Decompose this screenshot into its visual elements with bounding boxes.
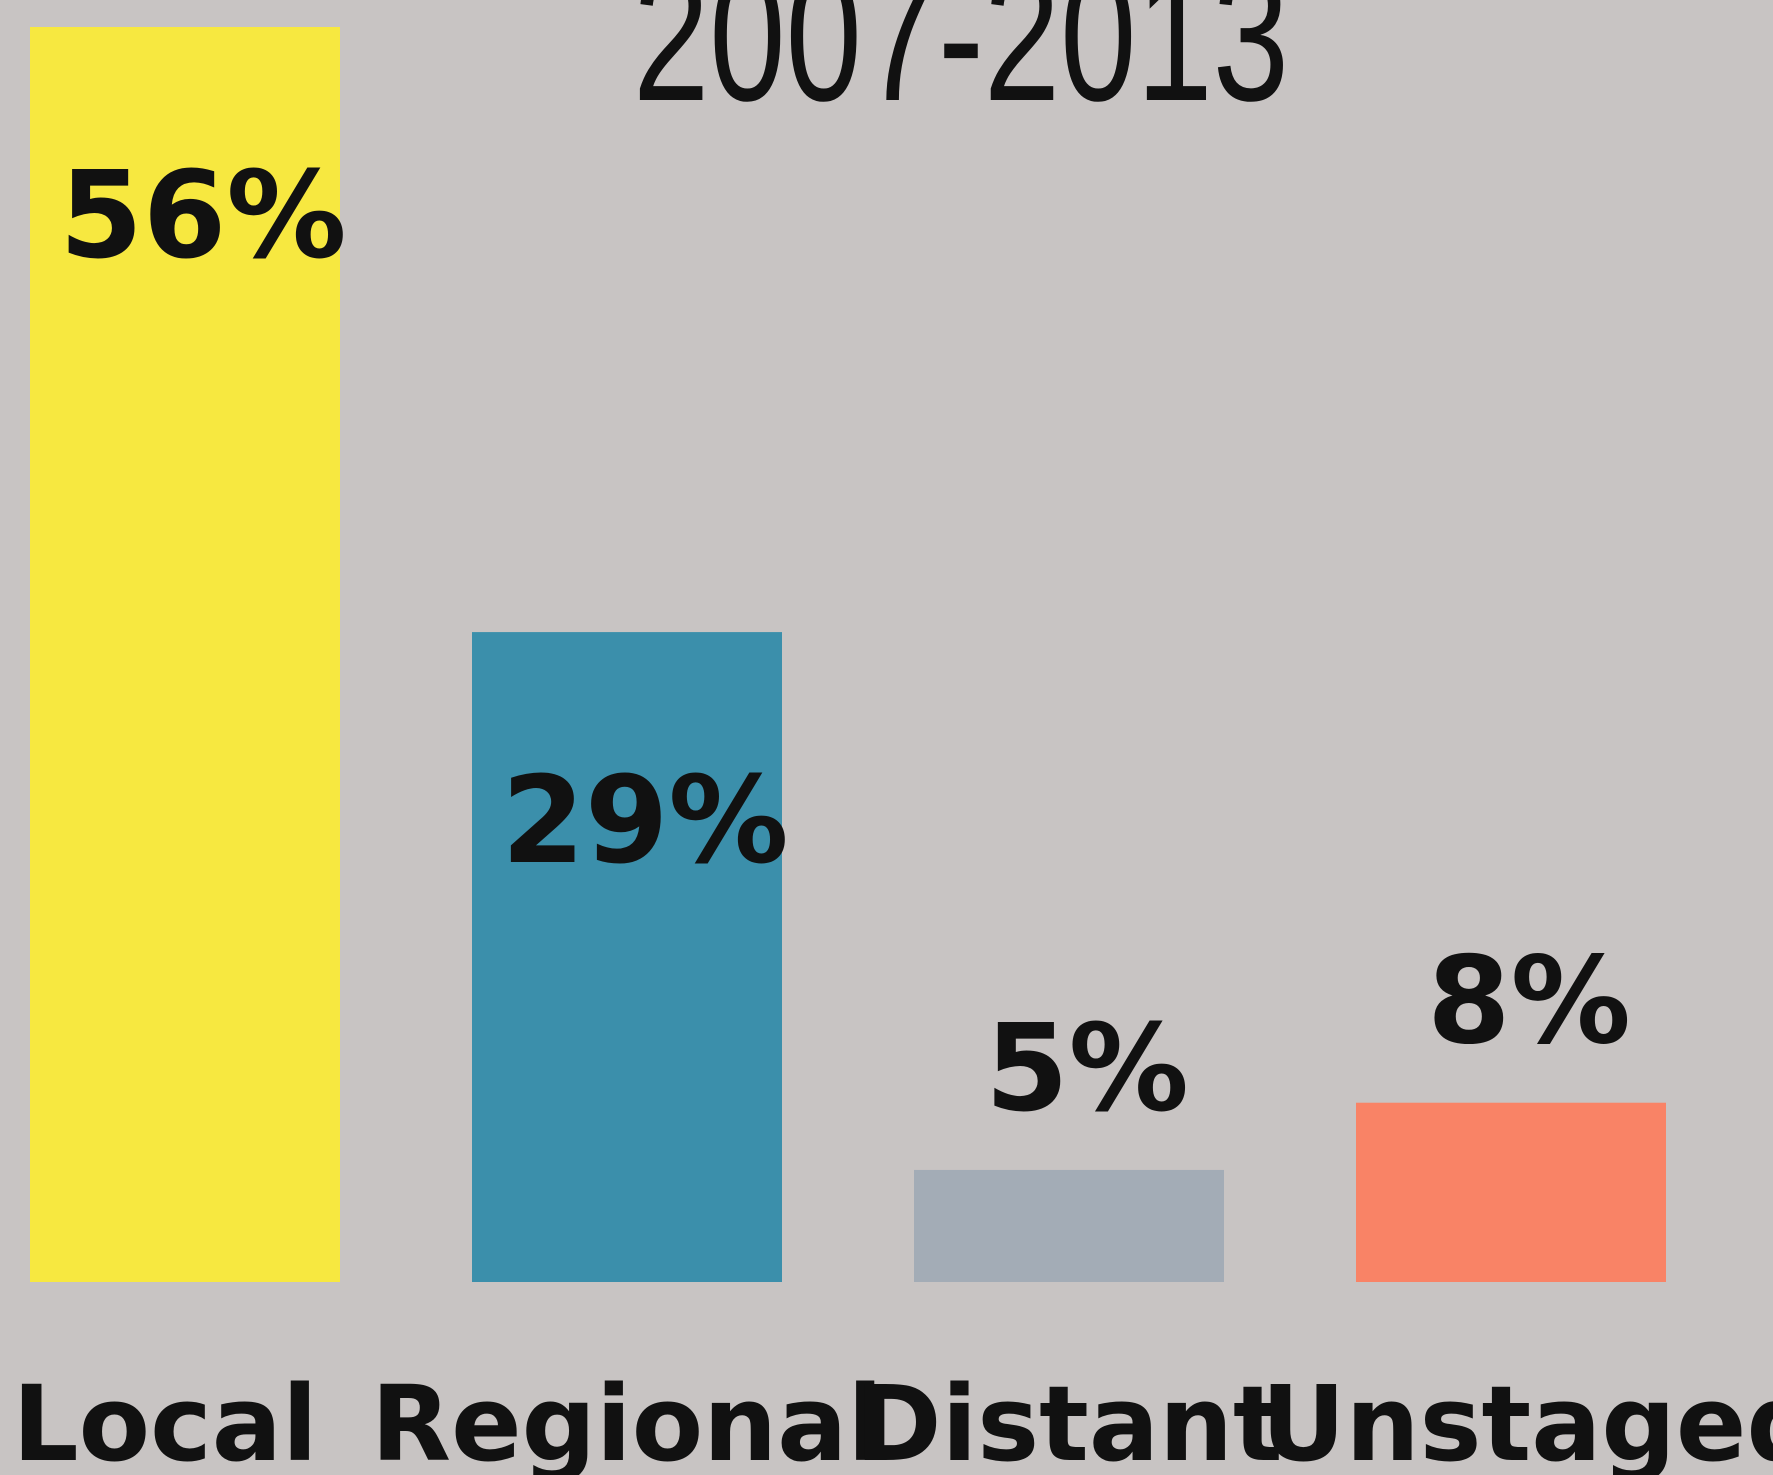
bar (1356, 1102, 1666, 1282)
value-label: 56% (59, 147, 346, 286)
x-tick-label: Regional (371, 1363, 883, 1475)
x-tick-label: Local (12, 1363, 317, 1475)
value-label: 29% (501, 752, 788, 891)
value-label: 5% (985, 1000, 1189, 1139)
x-tick-label: Distant (855, 1363, 1283, 1475)
value-label: 8% (1427, 933, 1631, 1072)
bar (472, 632, 782, 1282)
bar (914, 1169, 1224, 1282)
x-tick-label: Unstaged (1261, 1363, 1773, 1475)
bar (30, 27, 340, 1282)
chart-title: 2007-2013 (633, 0, 1289, 140)
